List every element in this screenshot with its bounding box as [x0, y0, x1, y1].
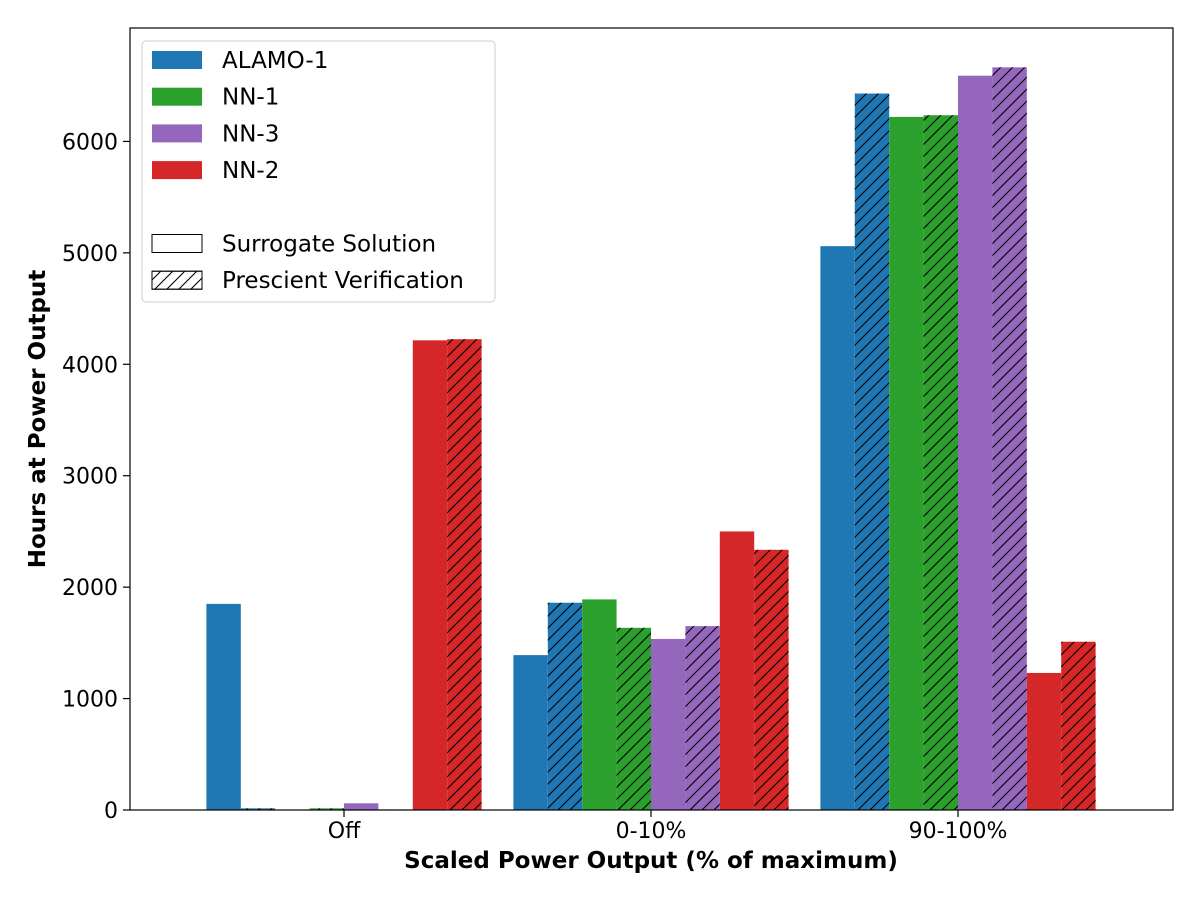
legend-swatch-nn-1 [152, 87, 202, 106]
y-axis: 0 1000 2000 3000 4000 5000 6000 [62, 130, 130, 824]
y-tick-label: 0 [104, 799, 118, 824]
legend-box [141, 40, 496, 303]
legend: ALAMO-1 NN-1 NN-3 NN-2 Surrogate Solution Pre… [141, 40, 496, 303]
bar-hatch-nn-1-verification-1 [616, 627, 651, 810]
bar-hatch-alamo-1-verification-2 [854, 93, 890, 810]
bar-hatch-nn-1-verification-2 [923, 115, 958, 810]
legend-swatch-surrogate-solution [151, 234, 203, 253]
legend-label-nn-3: NN-3 [222, 121, 279, 147]
bar-hatch-alamo-1-verification-1 [547, 602, 583, 810]
y-tick-label: 1000 [62, 688, 118, 713]
bar-nn-1-surrogate-1 [582, 599, 617, 810]
bar-hatch-nn-2-verification-2 [1061, 641, 1096, 810]
bar-nn-3-surrogate-2 [958, 75, 993, 810]
legend-entries: ALAMO-1 NN-1 NN-3 NN-2 Surrogate Solution Pre… [151, 48, 464, 294]
bar-hatch-nn-1-verification-0 [309, 808, 344, 810]
legend-label-prescient-verification: Prescient Verification [222, 268, 464, 294]
legend-label-surrogate-solution: Surrogate Solution [222, 232, 436, 258]
bar-nn-3-surrogate-0 [344, 803, 379, 810]
bar-nn-3-surrogate-1 [651, 638, 686, 810]
y-axis-title: Hours at Power Output [25, 270, 51, 569]
bar-nn-2-surrogate-0 [412, 340, 448, 810]
bar-alamo-1-surrogate-1 [513, 655, 548, 810]
y-tick-label: 6000 [62, 130, 118, 155]
x-tick-label: Off [328, 819, 361, 844]
bar-alamo-1-surrogate-0 [206, 603, 241, 810]
legend-swatch-hatch-prescient-verification [151, 270, 203, 290]
bar-hatch-nn-3-verification-1 [685, 626, 720, 810]
bar-hatch-nn-2-verification-0 [447, 339, 482, 810]
y-tick-label: 3000 [62, 465, 118, 490]
x-axis: Off 0-10% 90-100% [328, 810, 1008, 844]
bar-nn-1-surrogate-2 [889, 116, 924, 810]
bar-hatch-nn-3-verification-2 [992, 67, 1027, 811]
legend-swatch-nn-2 [152, 161, 202, 180]
y-tick-label: 5000 [62, 242, 118, 267]
bars-layer [206, 67, 1096, 811]
bar-hatch-nn-2-verification-1 [754, 549, 789, 810]
legend-label-nn-2: NN-2 [222, 158, 279, 184]
legend-label-alamo-1: ALAMO-1 [222, 48, 328, 74]
legend-swatch-nn-3 [152, 124, 202, 143]
x-axis-title: Scaled Power Output (% of maximum) [404, 848, 898, 874]
bar-nn-2-surrogate-1 [719, 531, 755, 810]
bar-nn-2-surrogate-2 [1026, 672, 1062, 810]
bar-alamo-1-surrogate-2 [820, 246, 855, 810]
bar-hatch-alamo-1-verification-0 [240, 808, 276, 810]
x-tick-label: 0-10% [616, 819, 687, 844]
x-tick-label: 90-100% [909, 819, 1008, 844]
legend-label-nn-1: NN-1 [222, 85, 279, 111]
y-tick-label: 2000 [62, 576, 118, 601]
legend-swatch-alamo-1 [152, 51, 202, 69]
y-tick-label: 4000 [62, 353, 118, 378]
